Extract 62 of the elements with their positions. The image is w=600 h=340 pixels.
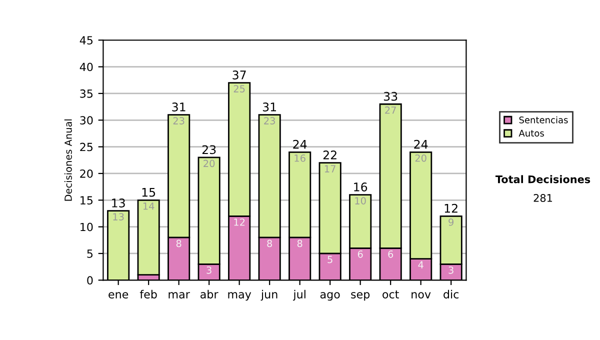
y-tick-label: 10 — [80, 222, 93, 232]
total-label: 13 — [112, 198, 125, 208]
data-label: 3 — [206, 266, 212, 274]
data-label: 4 — [418, 261, 424, 268]
data-label: 6 — [358, 250, 363, 258]
total-label: 23 — [202, 145, 216, 154]
y-tick-label: 25 — [80, 142, 93, 152]
legend-label: Sentencias — [519, 116, 568, 124]
data-label: 20 — [415, 154, 426, 162]
y-tick-label: 45 — [80, 36, 93, 44]
y-tick-label: 30 — [80, 116, 93, 125]
x-tick-label: ene — [108, 292, 128, 298]
data-label: 8 — [267, 240, 272, 248]
data-label: 17 — [324, 165, 336, 172]
y-tick-label: 0 — [87, 276, 93, 285]
data-label: 25 — [234, 85, 245, 92]
total-label: 31 — [262, 102, 276, 112]
y-tick-label: 40 — [80, 62, 93, 72]
total-label: 16 — [354, 182, 368, 192]
x-tick-label: sep — [351, 292, 370, 301]
data-label: 20 — [204, 160, 215, 168]
y-tick-label: 15 — [80, 196, 93, 205]
y-tick-label: 35 — [80, 89, 93, 98]
x-tick-label: jul — [293, 290, 306, 301]
total-label: 33 — [384, 92, 398, 101]
x-tick-label: nov — [412, 292, 431, 298]
total-label: 12 — [444, 204, 458, 213]
y-tick-label: 20 — [80, 169, 93, 178]
legend-label: Autos — [518, 130, 544, 137]
y-tick-label: 5 — [87, 250, 93, 258]
text: Total Decisiones — [495, 175, 590, 184]
x-tick-label: jun — [260, 290, 278, 301]
total-label: 24 — [293, 140, 307, 149]
data-label: 27 — [385, 106, 396, 114]
x-tick-label: abr — [200, 290, 218, 298]
data-label: 12 — [234, 218, 245, 226]
data-label: 6 — [388, 250, 394, 258]
x-tick-label: oct — [382, 290, 399, 298]
total-label: 22 — [323, 150, 336, 160]
total-label: 31 — [172, 102, 186, 112]
data-label: 3 — [448, 266, 454, 274]
data-label: 16 — [294, 154, 306, 162]
y-axis-title: Decisiones Anual — [64, 119, 72, 201]
data-label: 8 — [297, 240, 302, 248]
x-tick-label: mar — [168, 292, 190, 298]
total-label: 24 — [414, 140, 428, 149]
data-label: 14 — [143, 202, 154, 210]
total-label: 15 — [142, 188, 156, 197]
x-tick-label: ago — [320, 292, 340, 301]
bar — [137, 199, 160, 276]
data-label: 9 — [448, 218, 454, 226]
data-label: 23 — [264, 117, 275, 124]
x-tick-label: may — [228, 292, 252, 301]
data-label: 23 — [173, 117, 184, 124]
data-label: 13 — [113, 213, 124, 220]
total-label: 37 — [232, 70, 246, 80]
data-label: 10 — [355, 197, 366, 204]
x-tick-label: dic — [444, 290, 459, 298]
data-label: 5 — [328, 256, 332, 264]
data-label: 8 — [176, 240, 182, 248]
x-tick-label: feb — [140, 290, 157, 298]
text: 281 — [534, 194, 552, 202]
